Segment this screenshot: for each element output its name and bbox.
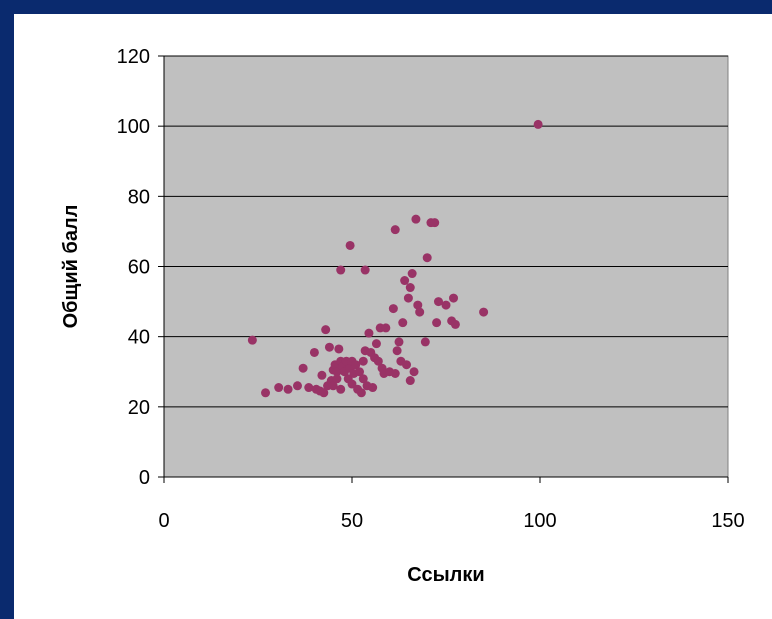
data-point bbox=[432, 318, 442, 328]
data-point bbox=[422, 253, 432, 263]
data-point bbox=[398, 318, 408, 328]
y-tick-label: 40 bbox=[128, 327, 150, 349]
data-point bbox=[402, 360, 412, 370]
data-point bbox=[390, 369, 400, 379]
data-point bbox=[332, 374, 342, 384]
data-point bbox=[449, 293, 459, 303]
data-point bbox=[405, 283, 415, 293]
x-tick-label: 50 bbox=[341, 510, 363, 532]
data-point bbox=[324, 342, 334, 352]
y-axis-title: Общий балл bbox=[60, 205, 82, 329]
y-tick-label: 120 bbox=[117, 46, 150, 68]
data-point bbox=[261, 388, 271, 398]
x-axis-title: Ссылки bbox=[407, 564, 484, 586]
gridlines bbox=[164, 55, 728, 408]
data-point bbox=[345, 240, 355, 250]
axes bbox=[158, 55, 729, 483]
data-point bbox=[358, 374, 368, 384]
data-point bbox=[336, 265, 346, 275]
data-point bbox=[356, 388, 366, 398]
data-point bbox=[328, 381, 338, 391]
data-point bbox=[304, 383, 314, 393]
data-point bbox=[247, 335, 257, 345]
data-point bbox=[334, 344, 344, 354]
data-point bbox=[390, 225, 400, 235]
data-point bbox=[388, 304, 398, 314]
data-point bbox=[441, 300, 451, 310]
data-point bbox=[319, 388, 329, 398]
data-point bbox=[400, 276, 410, 286]
data-point bbox=[433, 297, 443, 307]
data-point bbox=[430, 218, 440, 228]
data-point bbox=[403, 293, 413, 303]
y-tick-label: 20 bbox=[128, 397, 150, 419]
data-point bbox=[415, 307, 425, 317]
data-point bbox=[381, 323, 391, 333]
data-point bbox=[420, 337, 430, 347]
data-point bbox=[364, 328, 374, 338]
data-point bbox=[409, 367, 419, 377]
data-points bbox=[247, 119, 543, 398]
y-tick-label: 0 bbox=[139, 467, 150, 489]
data-point bbox=[479, 307, 489, 317]
data-point bbox=[373, 356, 383, 366]
data-point bbox=[405, 376, 415, 386]
tick-labels: 0 20 40 60 80 100 120 0 50 100 150 bbox=[117, 46, 745, 532]
data-point bbox=[355, 367, 365, 377]
data-point bbox=[394, 337, 404, 347]
data-point bbox=[360, 265, 370, 275]
y-tick-label: 80 bbox=[128, 186, 150, 208]
data-point bbox=[274, 383, 284, 393]
data-point bbox=[371, 339, 381, 349]
data-point bbox=[407, 269, 417, 279]
data-point bbox=[358, 356, 368, 366]
data-point bbox=[321, 325, 331, 335]
data-point bbox=[332, 367, 342, 377]
x-tick-label: 0 bbox=[158, 510, 169, 532]
y-tick-label: 60 bbox=[128, 257, 150, 279]
data-point bbox=[283, 384, 293, 394]
data-point bbox=[298, 363, 308, 373]
data-point bbox=[368, 383, 378, 393]
data-point bbox=[336, 384, 346, 394]
data-point bbox=[392, 346, 402, 356]
data-point bbox=[292, 381, 302, 391]
y-tick-label: 100 bbox=[117, 116, 150, 138]
data-point bbox=[450, 319, 460, 329]
x-tick-label: 100 bbox=[523, 510, 556, 532]
x-tick-label: 150 bbox=[711, 510, 744, 532]
data-point bbox=[413, 300, 423, 310]
data-point bbox=[309, 347, 319, 357]
data-point bbox=[533, 119, 543, 129]
data-point bbox=[351, 360, 361, 370]
data-point bbox=[347, 379, 357, 389]
data-point bbox=[411, 214, 421, 224]
data-point bbox=[317, 370, 327, 380]
